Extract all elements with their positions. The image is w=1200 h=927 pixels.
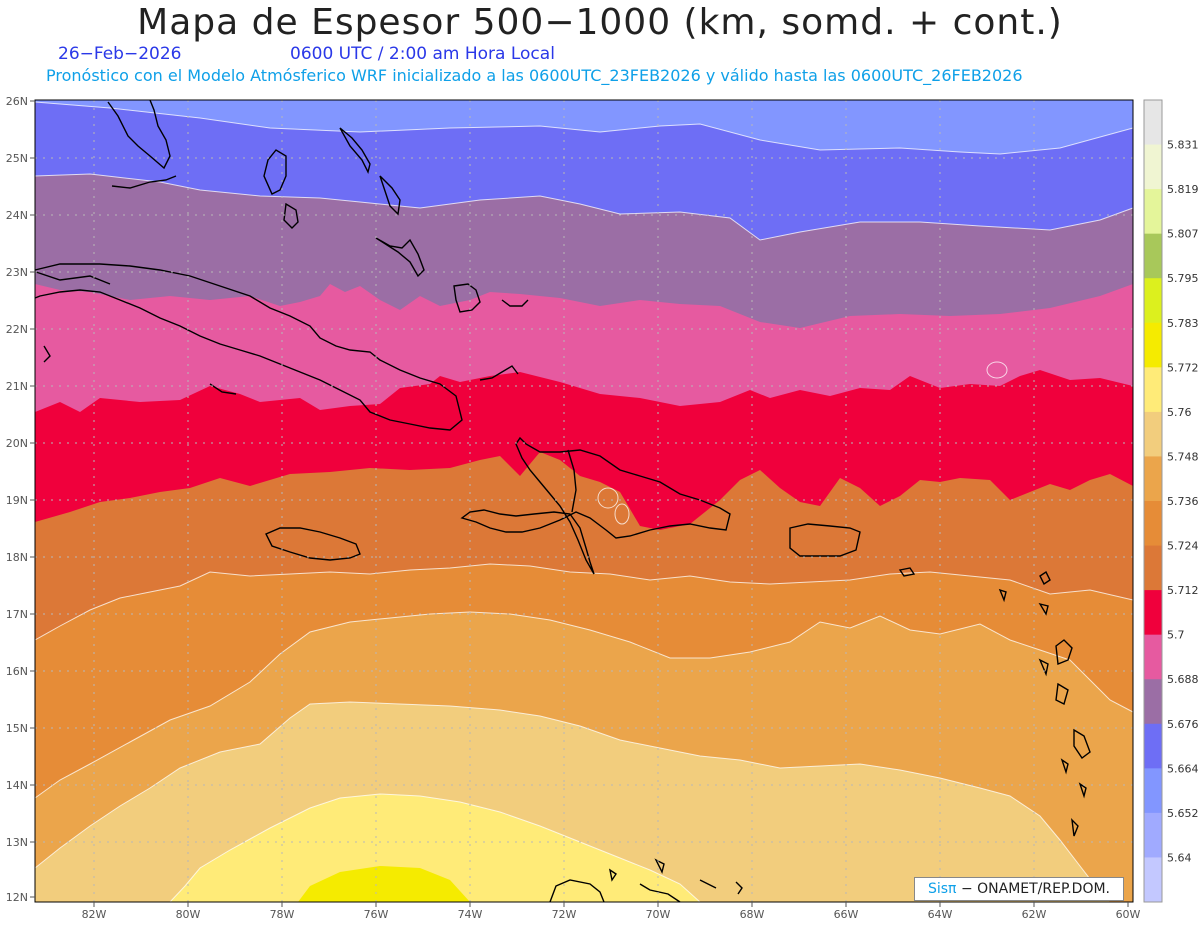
colorbar-swatch: [1144, 812, 1162, 858]
colorbar-swatch: [1144, 189, 1162, 235]
colorbar: 5.831 5.819 5.807 5.795 5.783 5.772 5.76 5.748 5…: [1143, 99, 1199, 903]
lat-ticks: [30, 100, 35, 898]
colorbar-label: 5.676: [1167, 718, 1199, 731]
contour-lines: [34, 101, 1134, 903]
credit-brand: Sisπ: [927, 881, 957, 897]
colorbar-swatch: [1144, 144, 1162, 190]
lon-label: 74W: [458, 908, 483, 921]
colorbar-swatch: [1144, 768, 1162, 814]
lon-label: 70W: [646, 908, 671, 921]
colorbar-swatch: [1144, 367, 1162, 413]
lat-label: 23N: [6, 266, 28, 279]
colorbar-swatch: [1144, 857, 1162, 903]
colorbar-swatch: [1144, 322, 1162, 368]
colorbar-label: 5.724: [1167, 540, 1199, 553]
colorbar-frame: [1143, 99, 1163, 903]
map-frame: [34, 99, 1134, 903]
lon-label: 64W: [928, 908, 953, 921]
colorbar-label: 5.783: [1167, 317, 1199, 330]
lat-label: 16N: [6, 665, 28, 678]
colorbar-label: 5.688: [1167, 673, 1199, 686]
map-title: Mapa de Espesor 500−1000 (km, somd. + co…: [137, 2, 1063, 43]
coastlines: [34, 99, 1091, 903]
lat-axis: 26N 25N 24N 23N 22N 21N 20N 19N 18N 17N …: [6, 95, 28, 904]
colorbar-swatch: [1144, 456, 1162, 502]
colorbar-swatch: [1144, 233, 1162, 279]
colorbar-swatch: [1144, 411, 1162, 457]
colorbar-swatch: [1144, 100, 1162, 146]
lon-label: 66W: [834, 908, 859, 921]
colorbar-label: 5.748: [1167, 450, 1199, 463]
lat-label: 18N: [6, 551, 28, 564]
lat-label: 19N: [6, 494, 28, 507]
band-5772: [298, 866, 470, 902]
colorbar-label: 5.712: [1167, 584, 1199, 597]
lat-label: 25N: [6, 152, 28, 165]
lon-label: 72W: [552, 908, 577, 921]
lon-label: 62W: [1022, 908, 1047, 921]
lat-label: 12N: [6, 891, 28, 904]
lat-label: 13N: [6, 836, 28, 849]
lat-label: 21N: [6, 380, 28, 393]
lat-label: 20N: [6, 437, 28, 450]
colorbar-label: 5.807: [1167, 228, 1199, 241]
grid: [35, 100, 1133, 902]
colorbar-label: 5.831: [1167, 139, 1199, 152]
lon-label: 60W: [1116, 908, 1141, 921]
colorbar-label: 5.7: [1167, 629, 1185, 642]
colorbar-label: 5.664: [1167, 762, 1199, 775]
lon-axis: 82W 80W 78W 76W 74W 72W 70W 68W 66W 64W …: [82, 908, 1141, 921]
lon-label: 78W: [270, 908, 295, 921]
colorbar-label: 5.652: [1167, 807, 1199, 820]
lat-label: 26N: [6, 95, 28, 108]
lon-ticks: [93, 902, 1129, 907]
colorbar-label: 5.772: [1167, 361, 1199, 374]
lon-label: 68W: [740, 908, 765, 921]
lat-label: 24N: [6, 209, 28, 222]
colorbar-swatch: [1144, 723, 1162, 769]
lat-label: 15N: [6, 722, 28, 735]
forecast-time: 0600 UTC / 2:00 am Hora Local: [290, 44, 555, 64]
colorbar-swatch: [1144, 278, 1162, 324]
band-5760: [170, 794, 700, 902]
forecast-date: 26−Feb−2026: [58, 44, 182, 64]
contour-bands: [35, 100, 1133, 902]
lon-label: 82W: [82, 908, 107, 921]
colorbar-label: 5.736: [1167, 495, 1199, 508]
lon-label: 80W: [176, 908, 201, 921]
colorbar-swatch: [1144, 679, 1162, 725]
colorbar-label: 5.795: [1167, 272, 1199, 285]
credit-box: Sisπ − ONAMET/REP.DOM.: [914, 877, 1124, 901]
colorbar-swatch: [1144, 590, 1162, 636]
credit-text: − ONAMET/REP.DOM.: [960, 881, 1110, 897]
lat-label: 17N: [6, 608, 28, 621]
lon-label: 76W: [364, 908, 389, 921]
lat-label: 14N: [6, 779, 28, 792]
colorbar-label: 5.819: [1167, 183, 1199, 196]
colorbar-swatch: [1144, 634, 1162, 680]
lat-label: 22N: [6, 323, 28, 336]
colorbar-swatch: [1144, 501, 1162, 547]
colorbar-swatch: [1144, 545, 1162, 591]
colorbar-label: 5.64: [1167, 851, 1192, 864]
colorbar-label: 5.76: [1167, 406, 1192, 419]
model-subtitle: Pronóstico con el Modelo Atmósferico WRF…: [46, 66, 1023, 85]
